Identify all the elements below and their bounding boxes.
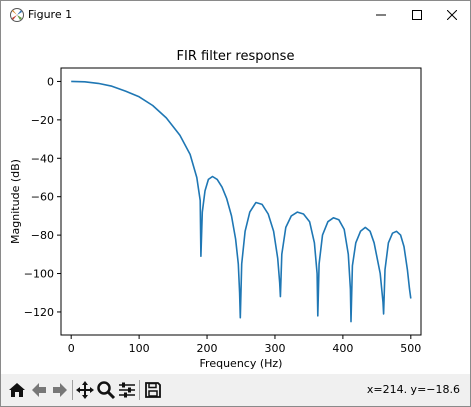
maximize-icon: [412, 10, 422, 20]
series-line: [71, 80, 412, 323]
save-floppy-icon[interactable]: [143, 380, 163, 400]
title-bar[interactable]: Figure 1: [1, 1, 470, 29]
y-tick-label: −120: [24, 306, 54, 319]
toolbar-separator: [139, 380, 140, 400]
home-icon[interactable]: [7, 380, 27, 400]
x-tick-label: 200: [197, 342, 218, 355]
y-tick-label: −100: [24, 268, 54, 281]
configure-subplots-icon[interactable]: [117, 380, 137, 400]
toolbar-separator: [72, 380, 73, 400]
close-icon: [447, 10, 457, 20]
maximize-button[interactable]: [399, 1, 435, 29]
y-tick-label: −20: [31, 114, 54, 127]
y-axis-label: Magnitude (dB): [9, 159, 22, 244]
y-tick-label: 0: [47, 75, 54, 88]
x-tick-label: 400: [332, 342, 353, 355]
forward-arrow-icon[interactable]: [50, 380, 70, 400]
close-button[interactable]: [434, 1, 470, 29]
navigation-toolbar: x=214. y=−18.6: [1, 374, 470, 406]
cursor-coordinates: x=214. y=−18.6: [366, 383, 460, 396]
chart-svg: 0 100 200 300 400 500 0 −20 −40 −60 −80 −100 −120 Fr…: [9, 67, 422, 370]
y-tick-label: −80: [31, 229, 54, 242]
matplotlib-logo-icon: [10, 8, 24, 22]
x-tick-label: 300: [264, 342, 285, 355]
x-tick-label: 100: [129, 342, 150, 355]
y-tick-label: −60: [31, 191, 54, 204]
window-title: Figure 1: [28, 8, 73, 21]
ticks: 0 100 200 300 400 500 0 −20 −40 −60 −80 −100 −120: [24, 75, 422, 355]
y-tick-label: −40: [31, 152, 54, 165]
minimize-button[interactable]: [363, 1, 399, 29]
pan-move-icon[interactable]: [75, 380, 95, 400]
figure-canvas[interactable]: FIR filter response 0 100 200 300 400 500 0 −20…: [1, 29, 470, 374]
chart-title: FIR filter response: [176, 49, 295, 64]
minimize-icon: [376, 14, 386, 16]
x-tick-label: 500: [400, 342, 421, 355]
x-tick-label: 0: [68, 342, 75, 355]
x-axis-label: Frequency (Hz): [200, 357, 283, 370]
zoom-magnifier-icon[interactable]: [96, 380, 116, 400]
back-arrow-icon[interactable]: [29, 380, 49, 400]
axes-frame: [60, 67, 422, 336]
